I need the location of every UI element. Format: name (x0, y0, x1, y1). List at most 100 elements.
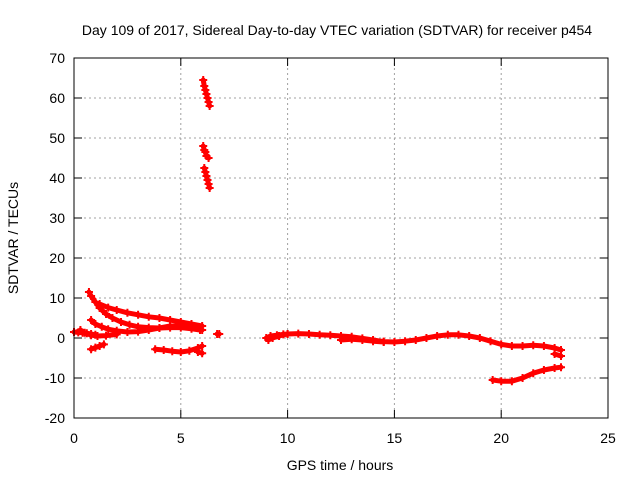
data-point (539, 342, 548, 350)
data-point (201, 86, 210, 94)
data-point (369, 337, 378, 346)
data-point (176, 348, 185, 356)
y-tick-label: 20 (49, 250, 65, 266)
data-point (275, 332, 284, 340)
data-point (104, 325, 113, 334)
series-arc-4 (95, 300, 207, 330)
data-point (337, 336, 345, 344)
data-point (204, 98, 213, 106)
data-point (97, 322, 106, 331)
series-trace (263, 331, 564, 353)
data-point (112, 330, 121, 339)
series-arc-13 (262, 329, 566, 354)
data-point (134, 310, 143, 319)
series-arc-9 (199, 76, 214, 110)
axis-ticks (73, 57, 609, 419)
data-point (123, 328, 132, 336)
series-arc-6 (87, 340, 108, 354)
plot-frame (73, 57, 609, 419)
data-point (102, 331, 111, 340)
data-point (205, 184, 214, 192)
data-point (198, 342, 207, 350)
data-point (95, 300, 104, 308)
data-point (87, 292, 96, 300)
x-tick-label: 20 (493, 430, 509, 446)
data-point (168, 347, 177, 356)
series-arc-11 (200, 164, 214, 192)
y-tick-label: 30 (49, 210, 65, 226)
data-point (151, 345, 160, 354)
y-tick-label: 0 (57, 330, 65, 346)
data-point (134, 327, 143, 336)
data-point (155, 314, 164, 322)
data-point (166, 316, 175, 324)
data-point (93, 332, 102, 340)
data-point (497, 340, 506, 349)
data-point (123, 308, 132, 317)
data-point (557, 363, 566, 372)
data-point (80, 328, 89, 337)
y-tick-label: -10 (45, 370, 65, 386)
data-point (199, 76, 208, 84)
data-point (433, 332, 442, 340)
series-trace (97, 301, 205, 329)
data-point (144, 312, 153, 321)
data-point (116, 318, 125, 326)
data-point (283, 330, 292, 338)
data-point (557, 352, 566, 360)
data-point (422, 334, 431, 342)
data-point (518, 374, 527, 382)
data-point (205, 102, 214, 110)
data-point (390, 338, 399, 346)
data-point (507, 377, 516, 386)
data-point (91, 343, 100, 352)
data-point (200, 82, 209, 90)
data-point (95, 342, 104, 350)
series-arc-12 (213, 330, 224, 338)
y-tick-label: 50 (49, 130, 65, 146)
y-axis-label: SDTVAR / TECUs (5, 182, 21, 294)
x-tick-labels: 0 5 10 15 20 25 (70, 430, 616, 446)
y-tick-label: 10 (49, 290, 65, 306)
data-point (198, 322, 207, 330)
data-point (529, 341, 538, 350)
grid-lines (74, 58, 608, 418)
data-point (358, 336, 367, 344)
series-trace (490, 364, 564, 384)
data-point (443, 330, 452, 339)
series-arc-16 (550, 350, 566, 360)
data-point (550, 350, 559, 358)
data-point (203, 94, 212, 102)
data-point (539, 366, 548, 374)
data-point (465, 332, 474, 340)
series-arc-17 (488, 363, 566, 386)
data-point (198, 349, 207, 358)
data-point (215, 330, 224, 338)
data-point (315, 330, 324, 339)
y-tick-label: 70 (49, 50, 65, 66)
data-point (155, 324, 164, 332)
data-point (304, 330, 313, 338)
data-point (264, 336, 273, 344)
data-point (76, 326, 85, 334)
data-point (486, 337, 495, 346)
data-point (326, 331, 335, 340)
data-point (202, 90, 211, 98)
x-tick-label: 0 (70, 430, 78, 446)
data-point (108, 314, 117, 322)
data-point (112, 306, 121, 314)
data-points (70, 76, 566, 386)
data-point (104, 303, 113, 312)
x-axis-label: GPS time / hours (287, 457, 394, 473)
y-tick-labels: -20 -10 0 10 20 30 40 50 60 70 (45, 50, 65, 426)
data-point (294, 329, 303, 338)
data-point (202, 172, 211, 180)
y-tick-label: -20 (45, 410, 65, 426)
data-point (454, 330, 463, 339)
chart-title: Day 109 of 2017, Sidereal Day-to-day VTE… (82, 22, 592, 38)
data-point (102, 310, 111, 318)
data-point (91, 298, 100, 306)
data-point (347, 335, 356, 344)
data-point (203, 176, 212, 184)
